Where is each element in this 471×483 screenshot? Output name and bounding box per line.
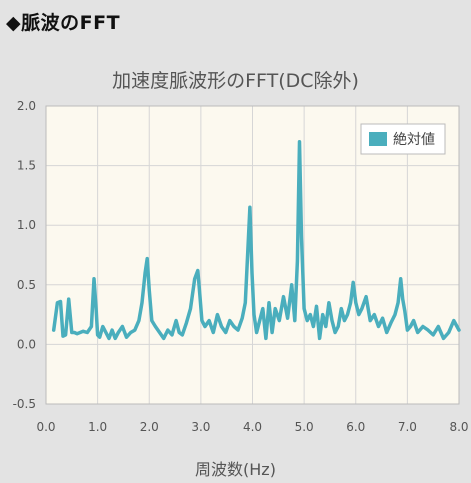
y-tick-label: 0.5 [17,278,36,292]
x-tick-label: 8.0 [449,420,468,434]
x-tick-label: 0.0 [36,420,55,434]
x-tick-label: 1.0 [88,420,107,434]
series-group [51,140,461,341]
y-tick-label: -0.5 [13,397,36,411]
x-tick-label: 3.0 [191,420,210,434]
y-tick-label: 1.0 [17,218,36,232]
x-tick-label: 7.0 [398,420,417,434]
legend-swatch [369,132,387,146]
plot-border [45,105,460,405]
x-tick-label: 5.0 [295,420,314,434]
page-heading: ◆脈波のFFT [6,12,121,34]
grid-lines [45,105,460,405]
x-tick-label: 2.0 [140,420,159,434]
y-tick-label: 1.5 [17,159,36,173]
x-tick-labels: 0.0 1.0 2.0 3.0 4.0 5.0 6.0 7.0 8.0 [36,420,468,434]
x-axis-label: 周波数(Hz) [195,460,276,479]
y-tick-labels: -0.5 0.0 0.5 1.0 1.5 2.0 [13,99,36,411]
series-line [51,140,461,341]
y-tick-label: 0.0 [17,337,36,351]
y-tick-label: 2.0 [17,99,36,113]
x-tick-label: 4.0 [243,420,262,434]
legend-label: 絶対値 [393,132,435,148]
legend[interactable]: 絶対値 [360,123,446,155]
x-tick-label: 6.0 [346,420,365,434]
chart-title: 加速度脈波形のFFT(DC除外) [112,70,359,92]
